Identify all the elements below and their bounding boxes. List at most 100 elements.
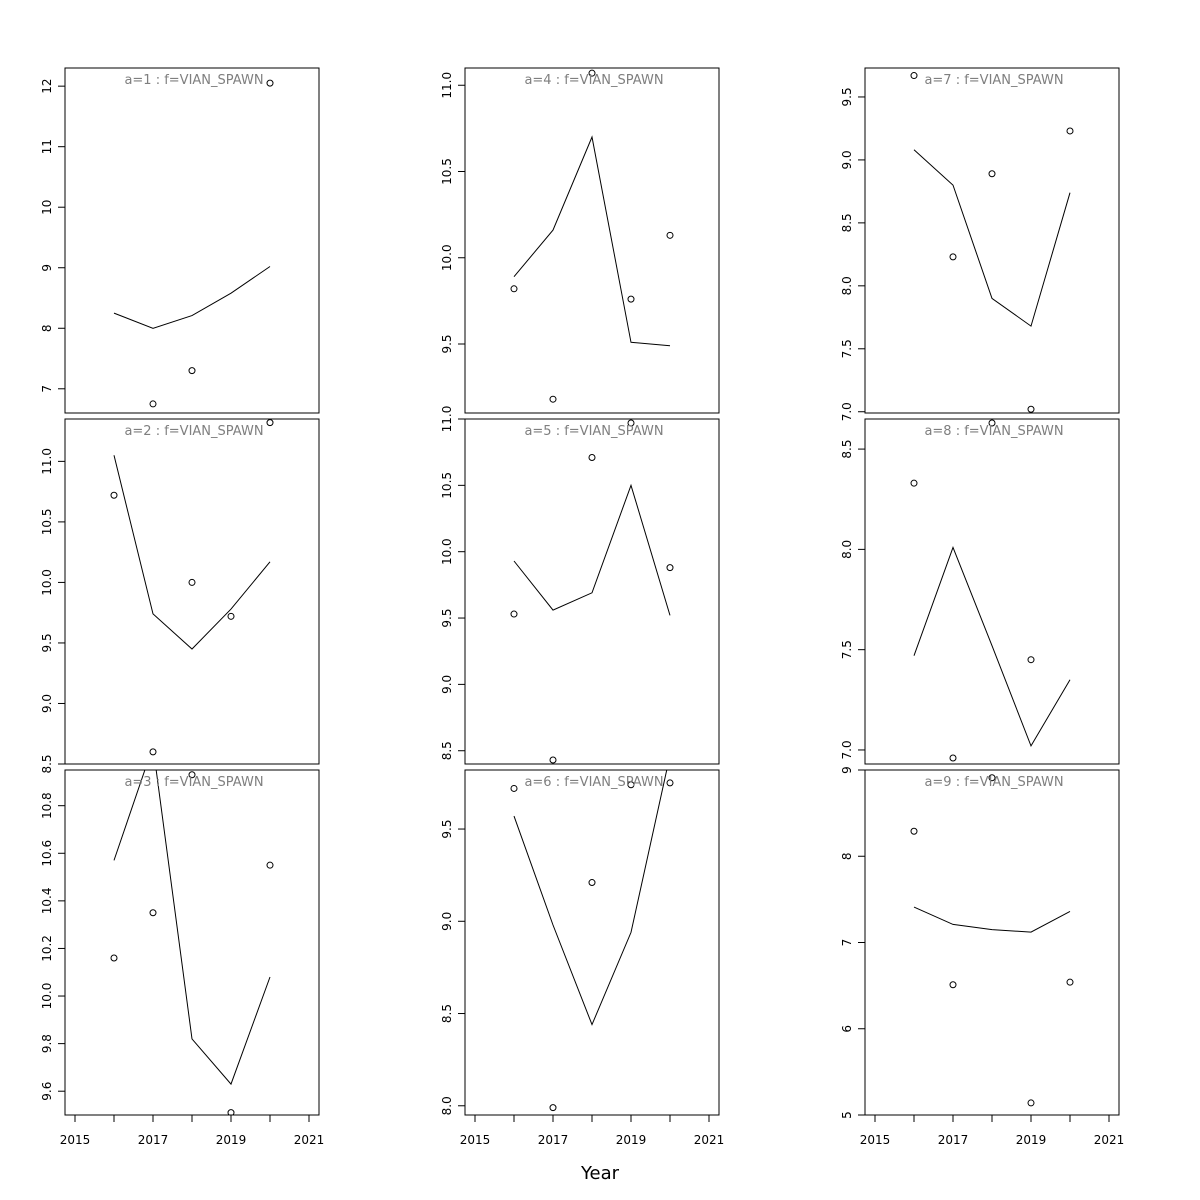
data-point	[988, 419, 996, 427]
data-point	[666, 564, 674, 572]
panel-frame	[864, 418, 1120, 765]
y-tick-label: 9.0	[440, 675, 454, 694]
data-point	[549, 395, 557, 403]
data-point	[949, 754, 957, 762]
x-tick-label: 2021	[1094, 1133, 1125, 1147]
y-tick-label: 10.8	[40, 792, 54, 819]
data-point	[1027, 1099, 1035, 1107]
fitted-line	[513, 770, 668, 1026]
data-point	[188, 578, 196, 586]
y-tick-label: 10.5	[440, 158, 454, 185]
y-tick-label: 12	[40, 79, 54, 94]
y-tick-label: 7.0	[840, 402, 854, 421]
y-tick-label: 9.5	[40, 633, 54, 652]
data-point	[266, 419, 274, 427]
x-tick-label: 2015	[60, 1133, 91, 1147]
y-tick-label: 11.0	[440, 406, 454, 433]
y-tick-label: 10.0	[40, 569, 54, 596]
y-tick-label: 8.5	[840, 213, 854, 232]
data-point	[910, 479, 918, 487]
x-tick-label: 2017	[138, 1133, 169, 1147]
y-tick-label: 9.6	[40, 1082, 54, 1101]
y-tick-label: 9.0	[840, 150, 854, 169]
y-tick-label: 10.4	[40, 888, 54, 915]
data-point	[588, 69, 596, 77]
data-point	[266, 861, 274, 869]
x-tick-label: 2017	[938, 1133, 969, 1147]
panel-frame	[864, 67, 1120, 414]
x-axis-label: Year	[580, 1163, 620, 1184]
data-point	[149, 748, 157, 756]
panel-frame	[464, 769, 720, 1116]
data-point	[910, 72, 918, 80]
panel-title: a=4 : f=VIAN_SPAWN	[524, 73, 663, 88]
y-tick-label: 10.2	[40, 935, 54, 962]
panel-frame	[864, 769, 1120, 1116]
y-tick-label: 8.0	[840, 540, 854, 559]
y-tick-label: 9.0	[440, 912, 454, 931]
y-tick-label: 10.0	[440, 244, 454, 271]
panel-title: a=6 : f=VIAN_SPAWN	[524, 775, 663, 790]
data-point	[949, 981, 957, 989]
x-tick-label: 2019	[216, 1133, 247, 1147]
y-tick-label: 9.8	[40, 1034, 54, 1053]
data-point	[149, 909, 157, 917]
y-tick-label: 9	[40, 264, 54, 272]
panel-frame	[64, 769, 320, 1116]
panel-6: 8.0 8.5 9.0 9.5 a=6 : f=VIAN_SPAWN 2015 2017 20…	[440, 769, 725, 1147]
panel-title: a=2 : f=VIAN_SPAWN	[124, 424, 263, 439]
y-tick-label: 5	[840, 1111, 854, 1119]
data-point	[149, 400, 157, 408]
y-tick-label: 7.5	[840, 640, 854, 659]
y-tick-label: 9.5	[440, 334, 454, 353]
data-point	[1066, 127, 1074, 135]
y-tick-label: 9.5	[840, 87, 854, 106]
y-tick-label: 7.0	[840, 740, 854, 759]
fitted-line	[913, 545, 1071, 748]
data-point	[227, 1109, 235, 1115]
data-point	[549, 1104, 557, 1112]
fitted-line	[913, 149, 1071, 327]
panel-frame	[464, 67, 720, 414]
data-point	[666, 779, 674, 787]
panel-title: a=7 : f=VIAN_SPAWN	[924, 73, 1063, 88]
y-tick-label: 8.5	[440, 741, 454, 760]
panel-title: a=5 : f=VIAN_SPAWN	[524, 424, 663, 439]
panel-8: 7.0 7.5 8.0 8.5 a=8 : f=VIAN_SPAWN	[840, 418, 1120, 765]
data-point	[988, 774, 996, 782]
y-tick-label: 9.5	[440, 819, 454, 838]
data-point	[266, 79, 274, 87]
x-tick-label: 2015	[460, 1133, 491, 1147]
fitted-line	[113, 266, 271, 329]
data-point	[188, 367, 196, 375]
fitted-line	[113, 455, 271, 650]
x-tick-label: 2019	[1016, 1133, 1047, 1147]
y-tick-label: 11.0	[440, 72, 454, 99]
y-tick-label: 8.0	[440, 1096, 454, 1115]
panel-4: 9.5 10.0 10.5 11.0 a=4 : f=VIAN_SPAWN	[440, 67, 720, 414]
data-point	[510, 784, 518, 792]
y-tick-label: 8.0	[840, 276, 854, 295]
y-tick-label: 10.0	[440, 538, 454, 565]
y-tick-label: 9	[840, 766, 854, 774]
y-tick-label: 11	[40, 139, 54, 154]
x-tick-label: 2021	[694, 1133, 725, 1147]
panel-title: a=3 : f=VIAN_SPAWN	[124, 775, 263, 790]
panel-frame	[64, 67, 320, 414]
data-point	[666, 231, 674, 239]
y-tick-label: 10.5	[440, 472, 454, 499]
y-tick-label: 10.5	[40, 509, 54, 536]
data-point	[627, 295, 635, 303]
x-tick-label: 2019	[616, 1133, 647, 1147]
y-tick-label: 10.6	[40, 840, 54, 867]
y-tick-label: 8.5	[440, 1004, 454, 1023]
data-point	[1027, 656, 1035, 664]
panel-3: 9.6 9.8 10.0 10.2 10.4 10.6 10.8 a=3 : f=VIAN_S…	[40, 769, 324, 1147]
panel-1: 7 8 9 10 11 12 a=1 : f=VIAN_SPAWN	[40, 67, 320, 414]
fitted-line	[913, 906, 1071, 933]
y-tick-label: 7.5	[840, 339, 854, 358]
y-tick-label: 8.5	[40, 754, 54, 773]
data-point	[227, 612, 235, 620]
y-tick-label: 7	[40, 385, 54, 393]
data-point	[188, 771, 196, 779]
